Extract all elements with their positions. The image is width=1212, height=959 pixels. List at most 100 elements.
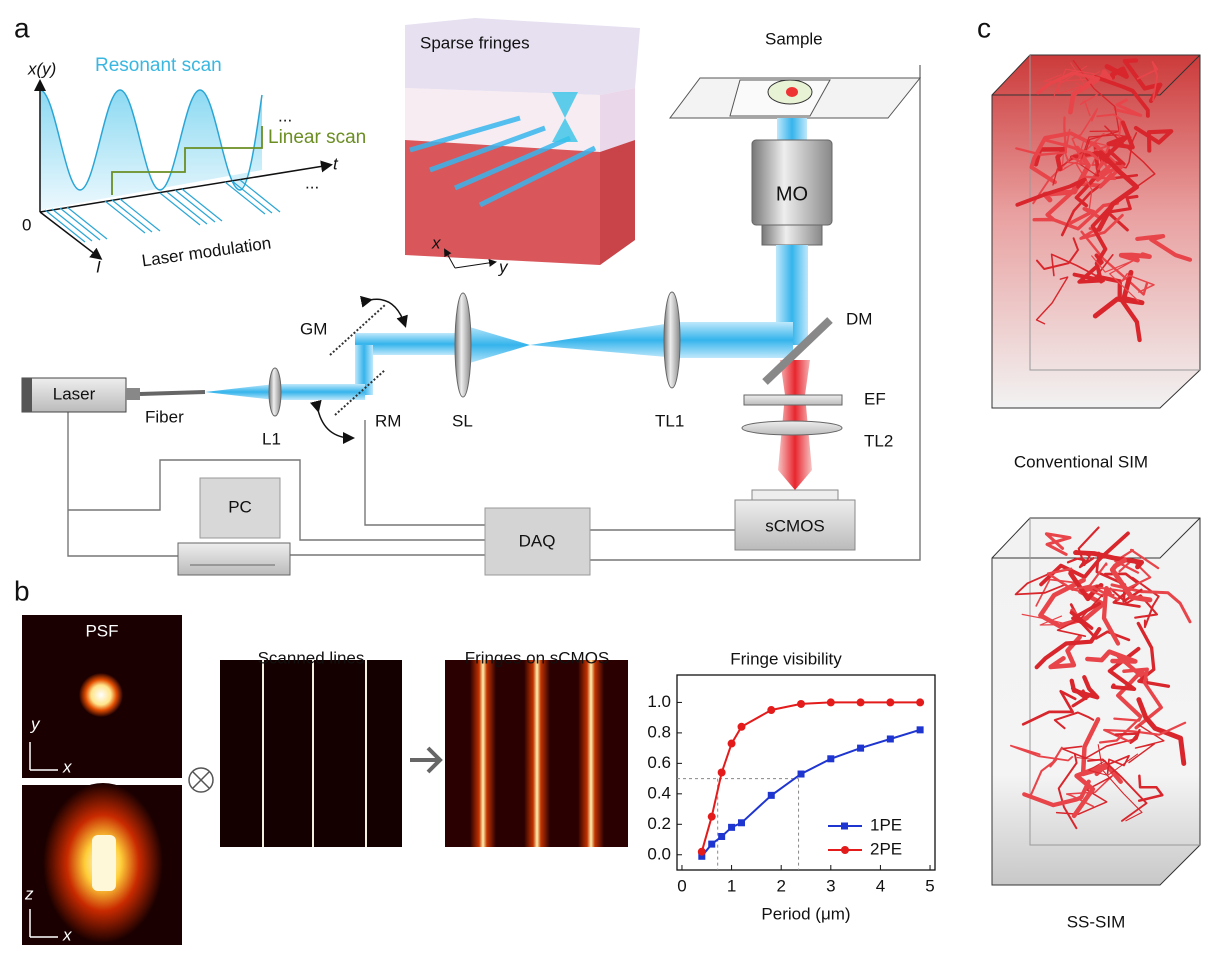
marker xyxy=(738,819,745,827)
marker xyxy=(797,770,805,778)
vessel xyxy=(1093,74,1150,118)
chart-title: Fringe visibility xyxy=(730,649,842,668)
marker xyxy=(728,823,736,831)
label: Resonant scan xyxy=(95,55,222,76)
vessel xyxy=(1136,61,1159,102)
vessel xyxy=(1104,63,1129,80)
vessel xyxy=(1106,194,1139,232)
marker xyxy=(737,722,746,731)
marker xyxy=(727,739,736,748)
vessel xyxy=(1060,173,1139,237)
vessel xyxy=(1071,108,1099,163)
vessel xyxy=(1038,577,1090,629)
vessel xyxy=(1035,276,1069,325)
label: TL1 xyxy=(655,411,684,430)
vessel xyxy=(1068,69,1113,115)
vessel xyxy=(1128,724,1165,764)
plot-frame xyxy=(676,674,936,871)
label: TL2 xyxy=(864,431,893,450)
vessel xyxy=(1114,728,1141,744)
series-line xyxy=(701,728,921,857)
label: L1 xyxy=(262,429,281,448)
legend-marker xyxy=(841,846,849,854)
label: MO xyxy=(776,183,808,205)
vessel xyxy=(1036,71,1101,95)
caption: SS-SIM xyxy=(1067,912,1126,931)
x-tick-label: 2 xyxy=(776,876,785,895)
vessel xyxy=(1056,594,1104,637)
vessel xyxy=(1096,150,1140,232)
vessel xyxy=(1073,550,1144,570)
label: EF xyxy=(864,389,886,408)
vessel xyxy=(1053,711,1095,730)
label: Laser xyxy=(53,384,96,403)
label: sCMOS xyxy=(765,516,825,535)
caption: Conventional SIM xyxy=(1014,452,1148,471)
y-tick-label: 1.0 xyxy=(647,692,671,711)
marker xyxy=(767,791,775,799)
x-tick-label: 1 xyxy=(727,876,736,895)
vessel xyxy=(1131,576,1160,629)
label: Fringes on sCMOS xyxy=(465,648,610,667)
vessel xyxy=(1079,134,1132,178)
vessel xyxy=(1068,154,1104,193)
label: RM xyxy=(375,411,401,430)
marker xyxy=(856,698,865,707)
x-tick-label: 4 xyxy=(876,876,885,895)
marker xyxy=(707,812,716,821)
axis-label: y xyxy=(498,257,509,276)
vessel xyxy=(1052,131,1119,186)
vessel xyxy=(1122,667,1163,730)
y-tick-label: 0.4 xyxy=(647,783,671,802)
vessel xyxy=(1122,58,1163,104)
vessel xyxy=(1046,567,1120,601)
legend-marker xyxy=(841,822,848,830)
vessel xyxy=(1069,131,1116,176)
label: GM xyxy=(300,319,327,338)
ellipsis: ... xyxy=(278,106,292,125)
label: SL xyxy=(452,411,473,430)
marker xyxy=(717,768,726,777)
vessel xyxy=(1107,646,1141,692)
label: PC xyxy=(228,497,252,516)
vessel xyxy=(1032,133,1105,205)
marker xyxy=(708,840,716,848)
marker xyxy=(886,698,895,707)
axis-label: x(y) xyxy=(27,59,56,78)
vessel xyxy=(1076,139,1110,213)
vessel xyxy=(1103,721,1187,743)
vessel xyxy=(1042,145,1091,203)
vessel xyxy=(1069,675,1100,700)
vessel xyxy=(1101,120,1135,161)
vessel xyxy=(1044,532,1072,556)
vessel xyxy=(1056,65,1087,95)
vessel xyxy=(1133,125,1174,153)
vessel xyxy=(1032,201,1120,231)
vessel xyxy=(1036,237,1079,270)
psf-images: PSF y x z x Scanned lines Fringes on sCM… xyxy=(22,615,628,945)
marker xyxy=(886,735,894,743)
vessel xyxy=(1055,775,1113,815)
y-tick-label: 0.2 xyxy=(647,814,671,833)
vessel xyxy=(1120,272,1155,293)
vessel xyxy=(1098,558,1152,592)
vessel xyxy=(1109,557,1153,603)
label: Laser modulation xyxy=(141,233,273,270)
vessel xyxy=(1061,142,1083,171)
label: Sparse fringes xyxy=(420,33,530,52)
vessel xyxy=(1137,774,1164,802)
vessel xyxy=(1069,601,1101,630)
panel-label: b xyxy=(14,575,30,606)
vessel xyxy=(1086,562,1115,597)
vessel xyxy=(1095,164,1125,189)
vessel xyxy=(1043,138,1100,161)
axis-label: 0 xyxy=(22,215,31,234)
legend-label: 2PE xyxy=(870,839,902,858)
label: Fiber xyxy=(145,407,184,426)
vessel xyxy=(1021,689,1077,726)
legend-label: 1PE xyxy=(870,815,902,834)
y-tick-label: 0.0 xyxy=(647,844,671,863)
marker xyxy=(698,852,706,860)
label: DM xyxy=(846,309,872,328)
